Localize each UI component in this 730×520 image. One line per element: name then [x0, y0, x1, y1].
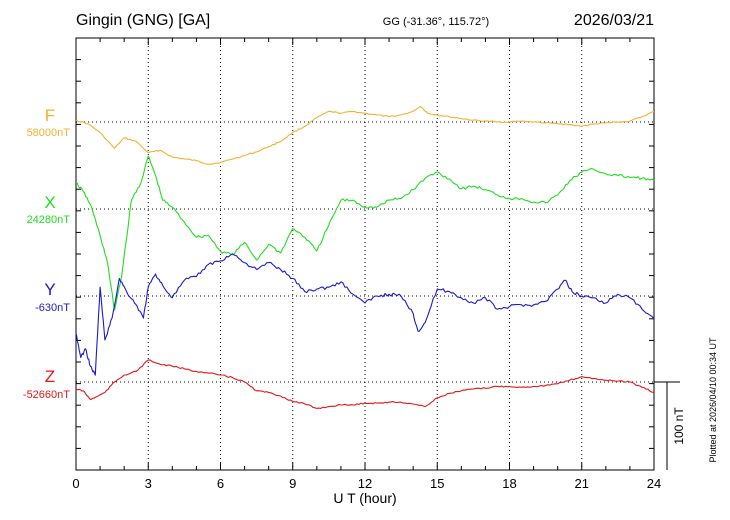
- series-name-y: Y: [44, 280, 55, 299]
- series-line-f: [75, 105, 655, 165]
- x-tick-label: 21: [575, 476, 589, 491]
- x-tick-label: 15: [430, 476, 444, 491]
- series-name-f: F: [45, 106, 55, 125]
- series-baseline-f: 58000nT: [27, 127, 71, 139]
- series-baseline-z: -52660nT: [23, 389, 70, 401]
- series-name-x: X: [44, 193, 55, 212]
- series-baseline-x: 24280nT: [27, 214, 71, 226]
- x-tick-label: 18: [502, 476, 516, 491]
- plot-date: 2026/03/21: [574, 12, 654, 29]
- scale-bar: 100 nT: [654, 381, 686, 470]
- series-line-y: [75, 253, 655, 376]
- scale-bar-label: 100 nT: [672, 407, 686, 445]
- series-name-z: Z: [45, 367, 55, 386]
- chart-grid: [76, 38, 654, 470]
- plotted-timestamp: Plotted at 2026/04/10 00:34 UT: [708, 337, 718, 463]
- station-coordinates: GG (-31.36°, 115.72°): [383, 16, 489, 28]
- series-line-x: [75, 155, 655, 311]
- x-tick-label: 24: [647, 476, 661, 491]
- x-tick-label: 3: [145, 476, 152, 491]
- x-axis-label: U T (hour): [333, 490, 396, 506]
- series-labels: F 58000nT X 24280nT Y -630nT Z -52660nT: [23, 106, 70, 401]
- series-line-z: [75, 359, 655, 409]
- series-traces: [75, 105, 655, 409]
- x-axis-tick-labels: 0 3 6 9 12 15 18 21 24: [72, 476, 661, 491]
- x-tick-label: 12: [358, 476, 372, 491]
- series-baseline-y: -630nT: [35, 302, 70, 314]
- station-title: Gingin (GNG) [GA]: [76, 12, 210, 29]
- x-axis-ticks: [75, 37, 655, 471]
- x-tick-label: 0: [72, 476, 79, 491]
- x-tick-label: 6: [217, 476, 224, 491]
- x-tick-label: 9: [289, 476, 296, 491]
